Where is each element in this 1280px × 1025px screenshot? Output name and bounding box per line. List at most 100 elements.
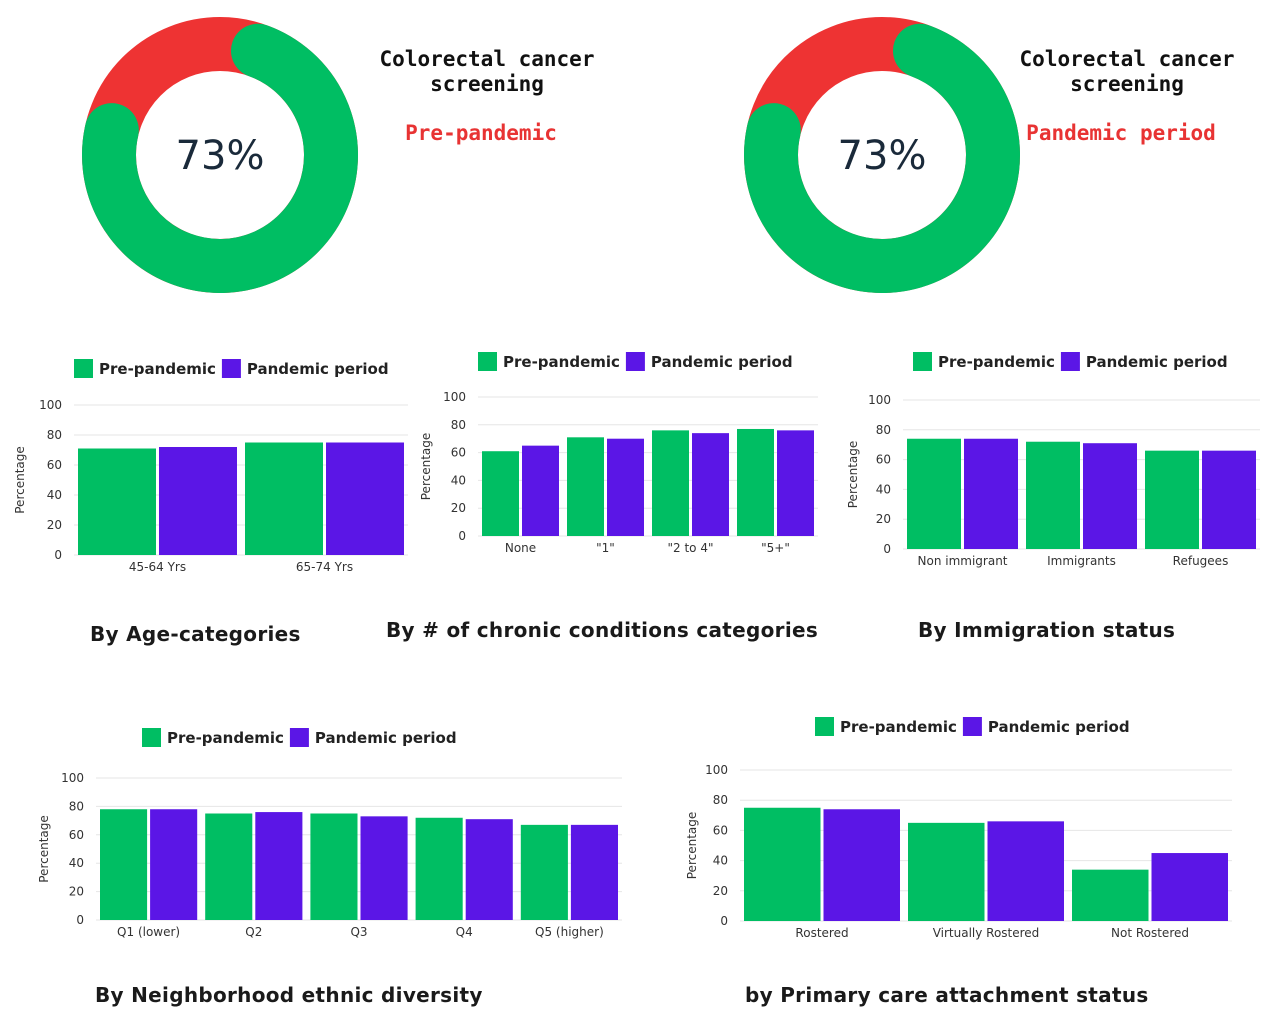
donut-period-pre-pandemic: Pre-pandemic bbox=[405, 121, 557, 145]
y-axis-label: Percentage bbox=[13, 446, 27, 514]
x-tick-label: Q1 (lower) bbox=[117, 925, 180, 939]
bar-pre-pandemic bbox=[1145, 450, 1199, 549]
y-tick-label: 40 bbox=[876, 482, 891, 496]
legend-label-pre-pandemic: Pre-pandemic bbox=[99, 360, 216, 378]
caption-chronic-conditions: By # of chronic conditions categories bbox=[386, 618, 819, 642]
bar-pandemic-period bbox=[1151, 853, 1228, 921]
y-tick-label: 60 bbox=[451, 446, 466, 460]
bar-pre-pandemic bbox=[652, 430, 689, 536]
x-tick-label: Q4 bbox=[456, 925, 473, 939]
caption-neighborhood-diversity: By Neighborhood ethnic diversity bbox=[95, 983, 483, 1007]
bar-pandemic-period bbox=[987, 821, 1064, 921]
bar-chart-primary-care-attachment: 0 20 40 60 80 100 Percentage Rostered Virtually … bbox=[685, 717, 1232, 940]
legend-swatch-pandemic-period bbox=[625, 352, 645, 371]
legend-swatch-pandemic-period bbox=[962, 717, 982, 736]
x-tick-label: Q2 bbox=[245, 925, 262, 939]
y-tick-label: 40 bbox=[713, 854, 728, 868]
x-tick-label: "5+" bbox=[761, 541, 790, 555]
legend-label-pre-pandemic: Pre-pandemic bbox=[503, 353, 620, 371]
bar-pre-pandemic bbox=[1072, 869, 1149, 921]
x-tick-label: Q3 bbox=[350, 925, 367, 939]
legend-label-pandemic-period: Pandemic period bbox=[651, 353, 793, 371]
legend-swatch-pre-pandemic bbox=[815, 717, 834, 736]
x-tick-label: Rostered bbox=[795, 926, 848, 940]
bar-pandemic-period bbox=[777, 430, 814, 536]
y-tick-label: 20 bbox=[69, 885, 84, 899]
bar-pre-pandemic bbox=[1026, 441, 1080, 549]
bar-pandemic-period bbox=[823, 809, 900, 921]
bar-pandemic-period bbox=[159, 447, 237, 555]
bar-pandemic-period bbox=[1202, 450, 1256, 549]
y-tick-label: 100 bbox=[443, 390, 466, 404]
donut-title-pandemic-period: Colorectal cancer screening bbox=[1019, 47, 1235, 96]
y-tick-label: 60 bbox=[69, 828, 84, 842]
x-tick-label: Not Rostered bbox=[1111, 926, 1189, 940]
donut-chart-pre-pandemic: 73% bbox=[82, 17, 358, 293]
donut-center-value: 73% bbox=[838, 133, 927, 179]
bar-pre-pandemic bbox=[567, 437, 604, 536]
legend-swatch-pre-pandemic bbox=[74, 359, 93, 378]
legend-swatch-pandemic-period bbox=[1060, 352, 1080, 371]
y-tick-label: 0 bbox=[54, 548, 62, 562]
bar-pre-pandemic bbox=[310, 813, 358, 920]
bar-pre-pandemic bbox=[482, 451, 519, 536]
bar-pre-pandemic bbox=[737, 428, 774, 536]
y-tick-label: 20 bbox=[713, 884, 728, 898]
bar-pre-pandemic bbox=[100, 809, 148, 920]
y-tick-label: 20 bbox=[47, 518, 62, 532]
x-tick-label: None bbox=[505, 541, 536, 555]
donut-screened-segment bbox=[82, 17, 358, 293]
y-tick-label: 60 bbox=[876, 453, 891, 467]
bar-pre-pandemic bbox=[908, 822, 985, 921]
y-tick-label: 0 bbox=[720, 914, 728, 928]
caption-age-categories: By Age-categories bbox=[90, 622, 301, 646]
legend-swatch-pandemic-period bbox=[221, 359, 241, 378]
legend-label-pre-pandemic: Pre-pandemic bbox=[840, 718, 957, 736]
legend-swatch-pandemic-period bbox=[289, 728, 309, 747]
y-tick-label: 80 bbox=[69, 799, 84, 813]
x-tick-label: "1" bbox=[596, 541, 615, 555]
bar-chart-chronic-conditions: 0 20 40 60 80 100 Percentage None "1" "2 to 4" "5+… bbox=[419, 352, 818, 555]
bar-pre-pandemic bbox=[415, 817, 463, 920]
caption-primary-care-attachment: by Primary care attachment status bbox=[745, 983, 1149, 1007]
bar-pandemic-period bbox=[326, 442, 404, 555]
y-tick-label: 0 bbox=[458, 529, 466, 543]
y-tick-label: 80 bbox=[47, 428, 62, 442]
x-tick-label: Non immigrant bbox=[918, 554, 1008, 568]
bar-pre-pandemic bbox=[205, 813, 253, 920]
legend-label-pandemic-period: Pandemic period bbox=[988, 718, 1130, 736]
y-tick-label: 100 bbox=[868, 393, 891, 407]
y-axis-label: Percentage bbox=[685, 812, 699, 880]
bar-pandemic-period bbox=[1083, 443, 1137, 549]
bar-chart-age-categories: 0 20 40 60 80 100 Percentage 45-64 Yrs 65-74 Yrs… bbox=[13, 359, 408, 574]
bar-chart-neighborhood-diversity: 0 20 40 60 80 100 Percentage Q1 (lower) Q2 Q3 Q4 Q5… bbox=[37, 728, 622, 939]
y-tick-label: 40 bbox=[47, 488, 62, 502]
y-axis-label: Percentage bbox=[419, 433, 433, 501]
caption-immigration-status: By Immigration status bbox=[918, 618, 1176, 642]
x-tick-label: 65-74 Yrs bbox=[296, 560, 353, 574]
y-axis-label: Percentage bbox=[37, 815, 51, 883]
y-tick-label: 0 bbox=[76, 913, 84, 927]
donut-center-value: 73% bbox=[176, 133, 265, 179]
bar-pandemic-period bbox=[570, 824, 618, 920]
bar-pandemic-period bbox=[692, 433, 729, 536]
bar-pandemic-period bbox=[607, 438, 644, 536]
legend-swatch-pre-pandemic bbox=[478, 352, 497, 371]
legend-label-pandemic-period: Pandemic period bbox=[1086, 353, 1228, 371]
y-tick-label: 20 bbox=[876, 512, 891, 526]
bar-pandemic-period bbox=[964, 438, 1018, 549]
bar-pandemic-period bbox=[465, 819, 513, 920]
legend-label-pandemic-period: Pandemic period bbox=[247, 360, 389, 378]
bar-pandemic-period bbox=[255, 812, 303, 920]
legend-swatch-pre-pandemic bbox=[913, 352, 932, 371]
bar-pandemic-period bbox=[150, 809, 198, 920]
y-tick-label: 100 bbox=[39, 398, 62, 412]
donut-title-pre-pandemic: Colorectal cancer screening bbox=[379, 47, 595, 96]
bar-pandemic-period bbox=[522, 445, 559, 536]
bar-pre-pandemic bbox=[907, 438, 961, 549]
y-tick-label: 80 bbox=[713, 793, 728, 807]
donut-chart-pandemic-period: 73% bbox=[744, 17, 1020, 293]
y-tick-label: 20 bbox=[451, 501, 466, 515]
bar-pandemic-period bbox=[360, 816, 408, 920]
bar-pre-pandemic bbox=[520, 824, 568, 920]
